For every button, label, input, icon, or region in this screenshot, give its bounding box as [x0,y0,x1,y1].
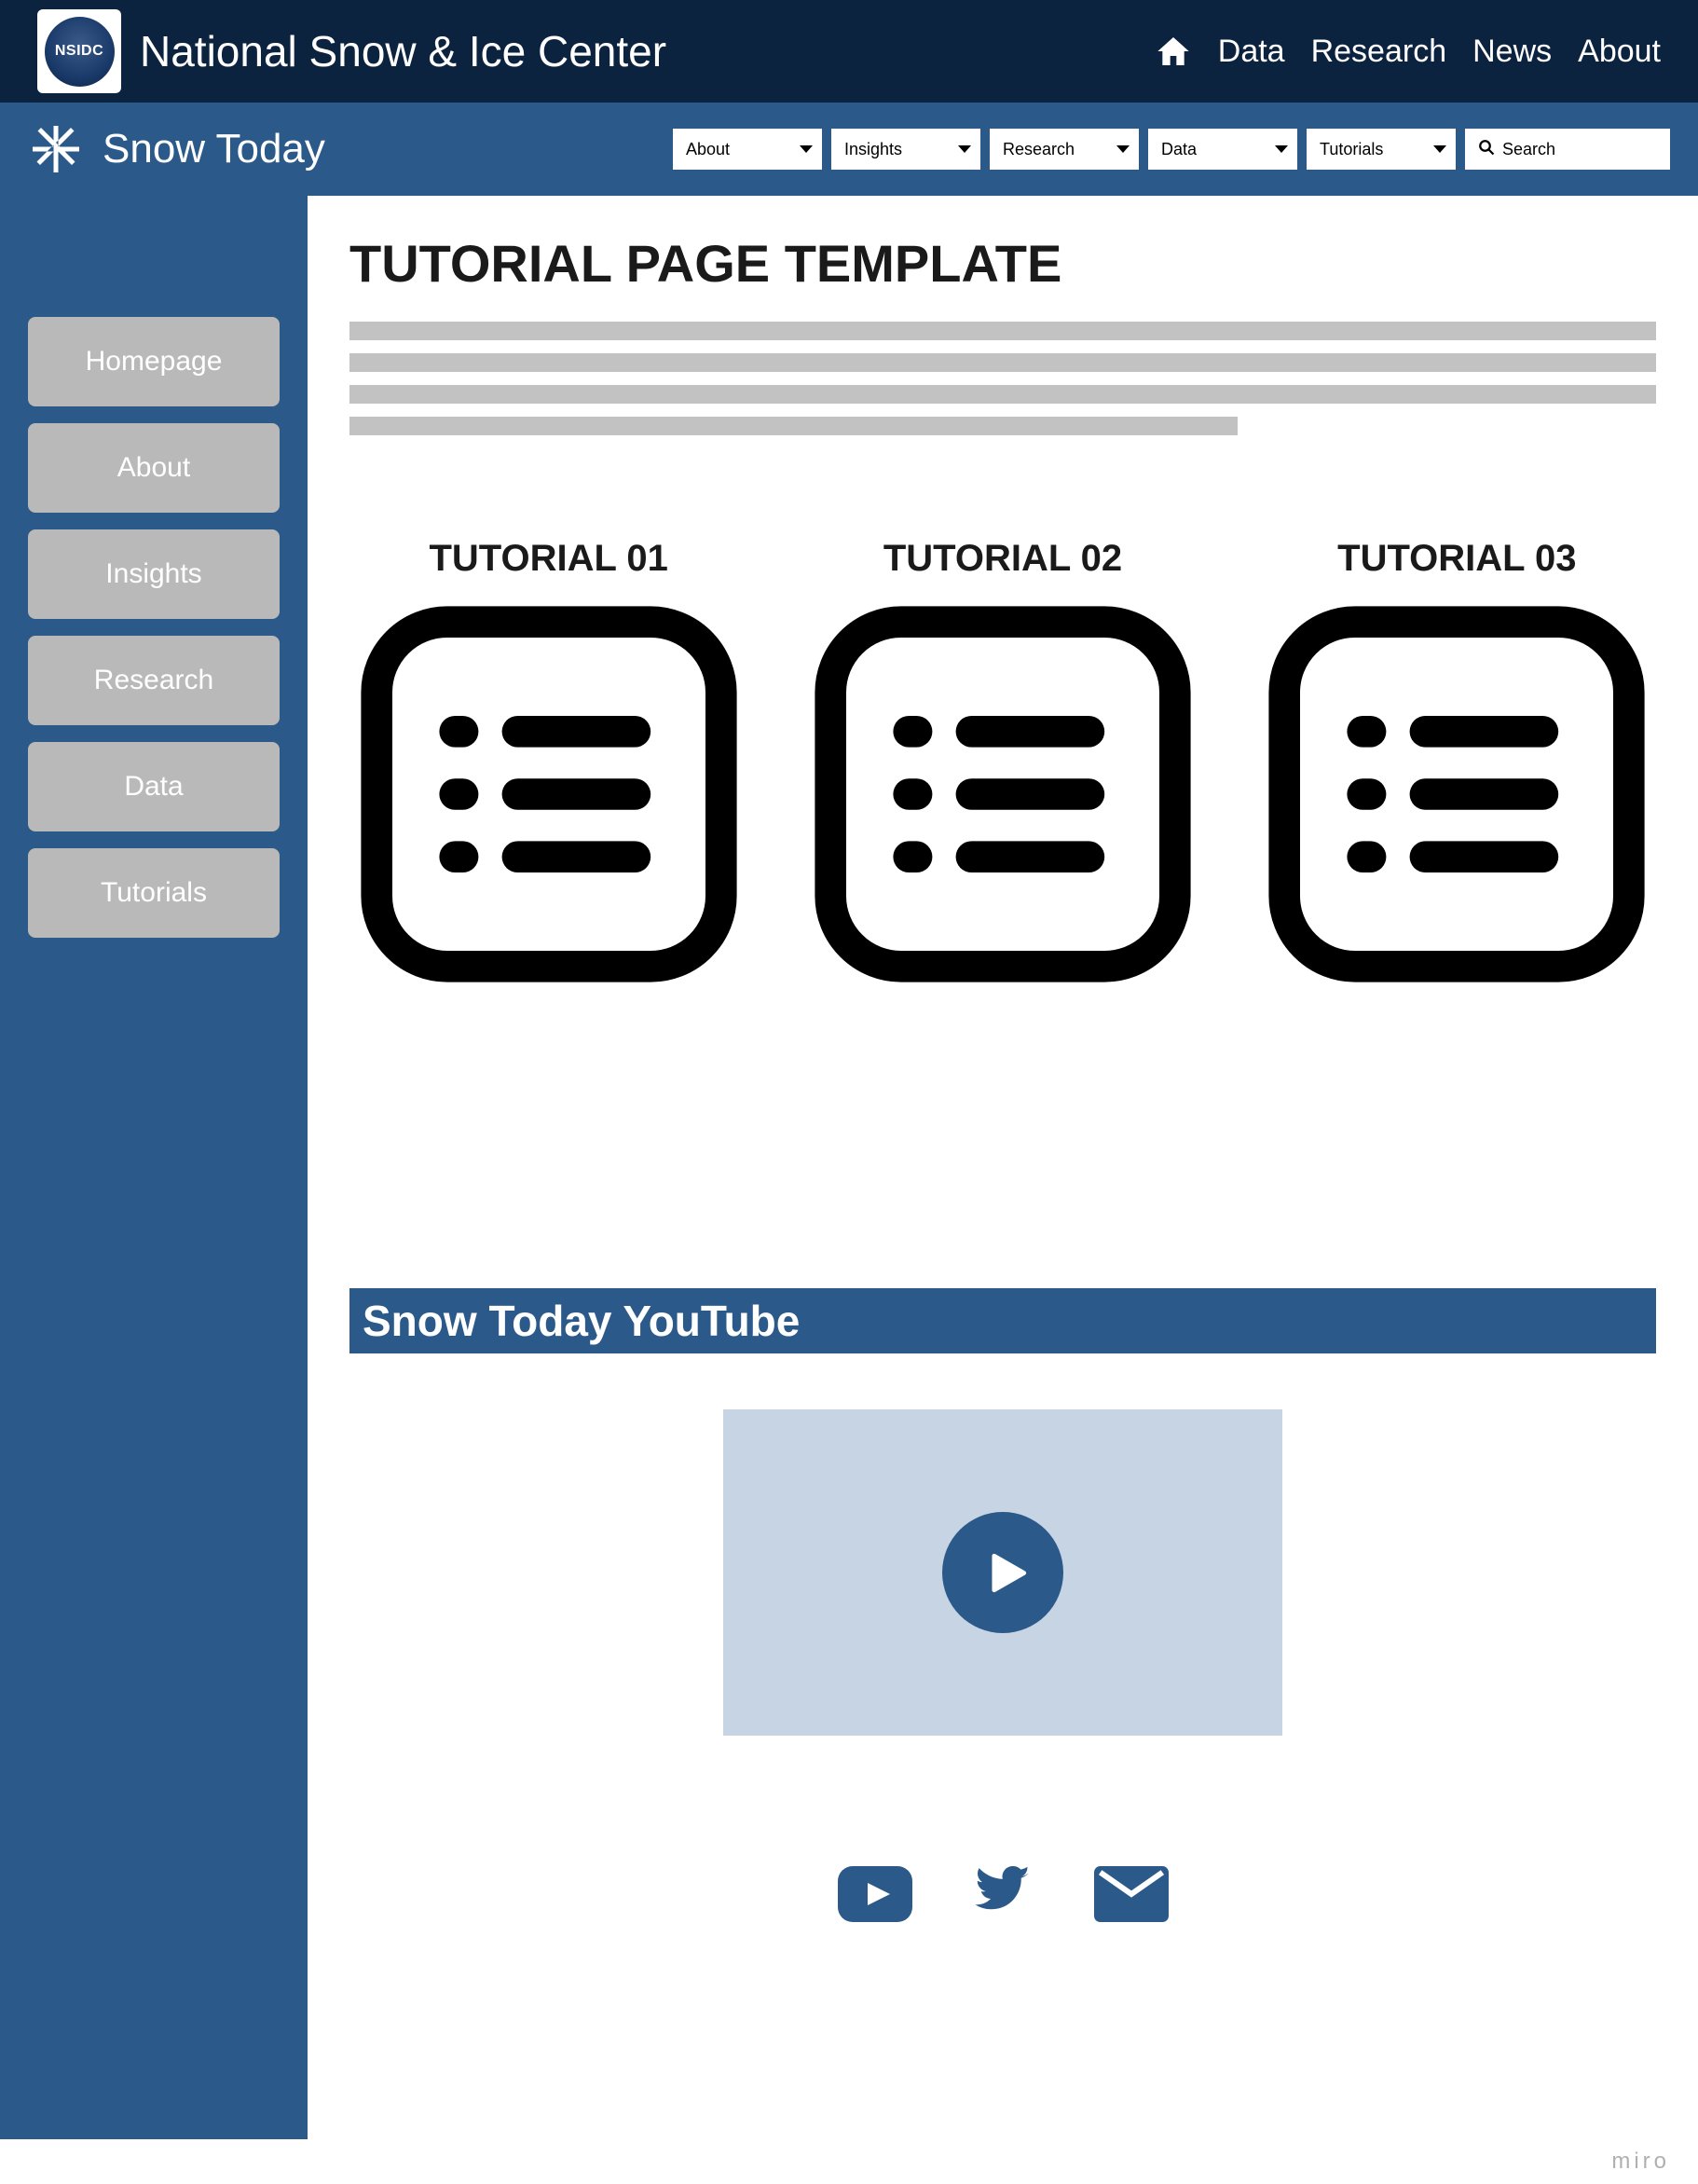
sidebar-item-research[interactable]: Research [28,636,280,725]
top-header: NSIDC National Snow & Ice Center Data Re… [0,0,1698,103]
org-logo-text: NSIDC [45,17,115,87]
sidebar-item-data[interactable]: Data [28,742,280,831]
search-placeholder: Search [1502,140,1555,159]
list-icon [1261,598,1652,990]
text-line [349,417,1238,435]
snowflake-icon [28,121,84,177]
dropdown-about[interactable]: About [673,129,822,170]
tutorial-row: TUTORIAL 01 TUTORIAL 02 [349,538,1656,990]
sidebar: Homepage About Insights Research Data Tu… [0,196,308,2139]
tutorial-card-2[interactable]: TUTORIAL 02 [803,538,1201,990]
sub-title: Snow Today [103,126,325,172]
nav-about[interactable]: About [1578,34,1661,70]
youtube-icon[interactable] [838,1866,912,1927]
social-row [349,1866,1656,1927]
play-icon [942,1512,1063,1633]
chevron-down-icon [800,145,813,153]
chevron-down-icon [1433,145,1446,153]
dropdown-insights[interactable]: Insights [831,129,980,170]
text-line [349,322,1656,340]
miro-badge: miro [0,2139,1698,2184]
chevron-down-icon [1275,145,1288,153]
org-logo[interactable]: NSIDC [37,9,121,93]
text-line [349,353,1656,372]
sidebar-item-insights[interactable]: Insights [28,529,280,619]
tutorial-card-1[interactable]: TUTORIAL 01 [349,538,747,990]
chevron-down-icon [958,145,971,153]
page-title: TUTORIAL PAGE TEMPLATE [349,233,1656,294]
nav-news[interactable]: News [1472,34,1552,70]
sidebar-item-tutorials[interactable]: Tutorials [28,848,280,938]
video-placeholder[interactable] [723,1409,1282,1736]
dropdown-row: About Insights Research Data Tutorials S… [673,129,1670,170]
sidebar-item-homepage[interactable]: Homepage [28,317,280,406]
dropdown-data[interactable]: Data [1148,129,1297,170]
sidebar-item-about[interactable]: About [28,423,280,513]
text-line [349,385,1656,404]
list-icon [807,598,1198,990]
tutorial-title: TUTORIAL 01 [349,538,747,580]
list-icon [353,598,745,990]
sub-header: Snow Today About Insights Research Data … [0,103,1698,196]
main-content: TUTORIAL PAGE TEMPLATE TUTORIAL 01 [308,196,1698,2139]
dropdown-tutorials[interactable]: Tutorials [1307,129,1456,170]
tutorial-title: TUTORIAL 03 [1258,538,1656,580]
top-nav: Data Research News About [1155,33,1661,70]
dropdown-research[interactable]: Research [990,129,1139,170]
search-input[interactable]: Search [1465,129,1670,170]
search-icon [1478,139,1495,160]
tutorial-title: TUTORIAL 02 [803,538,1201,580]
nav-data[interactable]: Data [1218,34,1285,70]
nav-research[interactable]: Research [1311,34,1447,70]
chevron-down-icon [1116,145,1130,153]
twitter-icon[interactable] [968,1866,1038,1927]
email-icon[interactable] [1094,1866,1169,1927]
placeholder-text [349,322,1656,435]
org-title: National Snow & Ice Center [140,26,666,76]
youtube-section-title: Snow Today YouTube [349,1288,1656,1353]
home-icon[interactable] [1155,33,1192,70]
tutorial-card-3[interactable]: TUTORIAL 03 [1258,538,1656,990]
